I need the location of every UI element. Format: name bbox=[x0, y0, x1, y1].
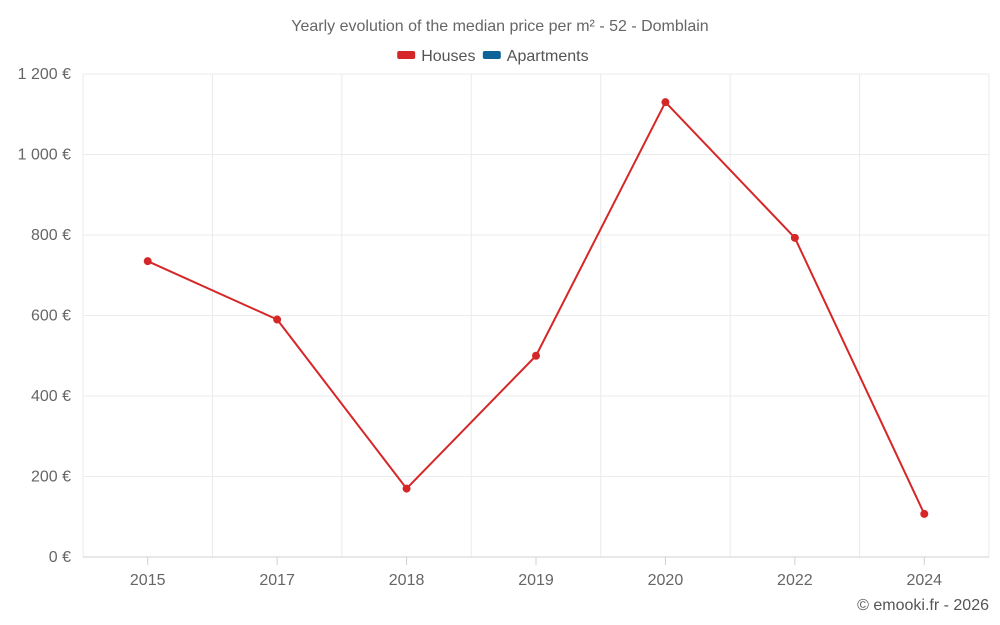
chart-title: Yearly evolution of the median price per… bbox=[291, 18, 708, 35]
y-tick-label: 200 € bbox=[31, 469, 71, 486]
data-point[interactable] bbox=[402, 484, 411, 493]
y-tick-label: 1 200 € bbox=[18, 66, 71, 83]
grid bbox=[82, 73, 990, 557]
data-point[interactable] bbox=[532, 351, 540, 360]
y-tick-label: 1 000 € bbox=[18, 147, 71, 164]
x-tick-label: 2020 bbox=[648, 572, 684, 589]
legend-item-houses[interactable]: Houses bbox=[397, 48, 475, 65]
legend-label: Apartments bbox=[507, 48, 589, 65]
legend-swatch bbox=[397, 51, 416, 59]
legend-item-apartments[interactable]: Apartments bbox=[482, 48, 589, 65]
y-tick-label: 0 € bbox=[49, 549, 71, 566]
x-tick-label: 2019 bbox=[518, 572, 554, 589]
legend: Houses Apartments bbox=[397, 48, 589, 65]
x-tick-label: 2015 bbox=[130, 572, 166, 589]
data-point[interactable] bbox=[920, 509, 929, 518]
series-line-houses bbox=[147, 101, 926, 515]
x-tick-label: 2022 bbox=[777, 572, 813, 589]
credit-text: © emooki.fr - 2026 bbox=[857, 597, 989, 614]
y-tick-label: 800 € bbox=[31, 227, 71, 244]
axes: 0 € 200 € 400 € 600 € 800 € 1 000 € 1 200 € 201… bbox=[18, 66, 989, 589]
legend-label: Houses bbox=[421, 48, 475, 65]
x-tick-label: 2017 bbox=[259, 572, 295, 589]
y-tick-label: 600 € bbox=[31, 308, 71, 325]
series-layer bbox=[143, 98, 929, 518]
x-tick-label: 2018 bbox=[389, 572, 425, 589]
data-point[interactable] bbox=[661, 98, 670, 107]
legend-swatch bbox=[482, 51, 501, 59]
data-point[interactable] bbox=[790, 233, 799, 242]
data-point[interactable] bbox=[273, 315, 282, 324]
data-point[interactable] bbox=[143, 257, 152, 266]
y-tick-label: 400 € bbox=[31, 388, 71, 405]
x-tick-label: 2024 bbox=[906, 572, 942, 589]
